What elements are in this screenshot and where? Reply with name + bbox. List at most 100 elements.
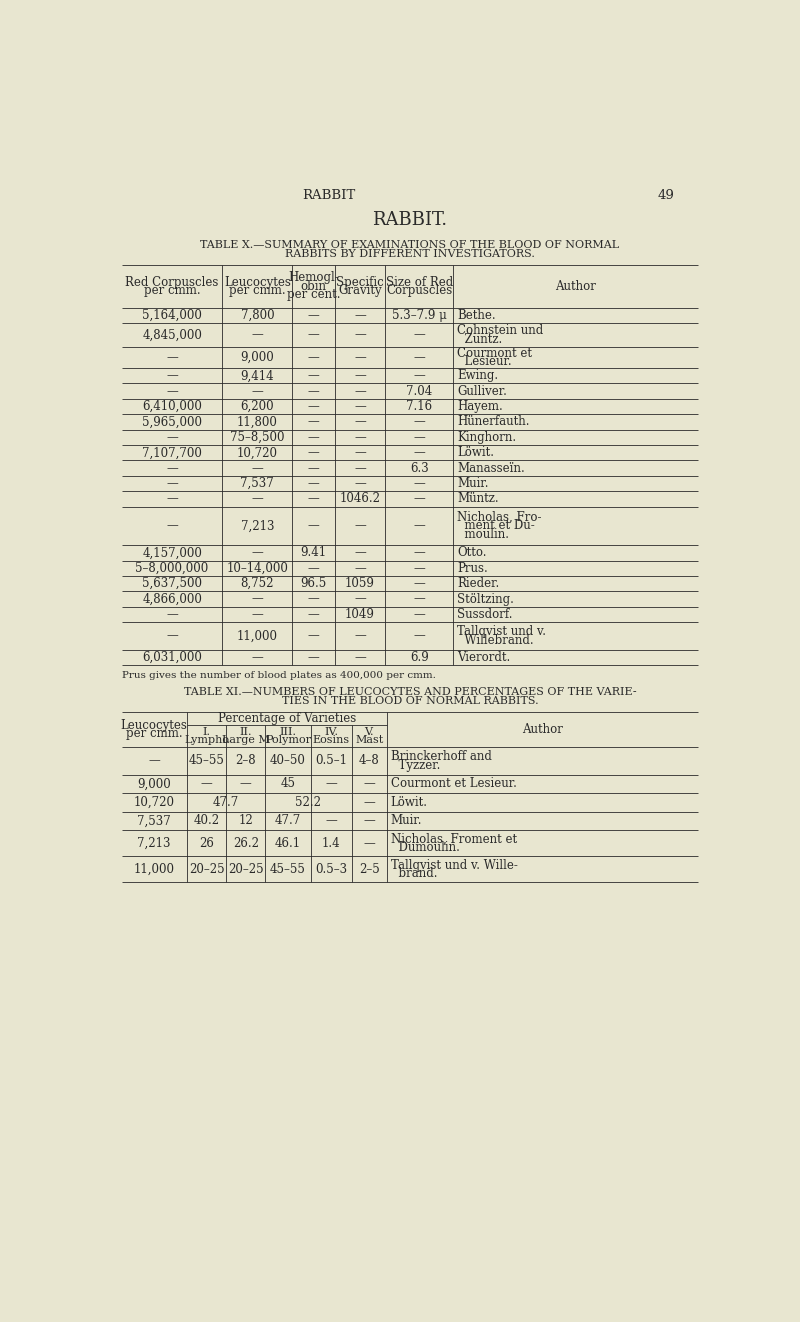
Text: 6,410,000: 6,410,000 xyxy=(142,401,202,412)
Text: 9,000: 9,000 xyxy=(241,350,274,364)
Text: Polymor: Polymor xyxy=(265,735,311,746)
Text: 1049: 1049 xyxy=(345,608,375,621)
Text: Stöltzing.: Stöltzing. xyxy=(458,592,514,605)
Text: 6,031,000: 6,031,000 xyxy=(142,652,202,664)
Text: —: — xyxy=(354,447,366,459)
Text: IV.: IV. xyxy=(324,727,338,736)
Text: Leucocytes: Leucocytes xyxy=(224,276,290,288)
Text: 26: 26 xyxy=(199,837,214,850)
Text: 11,000: 11,000 xyxy=(237,629,278,642)
Text: —: — xyxy=(414,546,425,559)
Text: Bethe.: Bethe. xyxy=(458,309,496,323)
Text: —: — xyxy=(308,629,319,642)
Text: —: — xyxy=(308,369,319,382)
Text: —: — xyxy=(414,562,425,575)
Text: —: — xyxy=(308,652,319,664)
Text: —: — xyxy=(354,477,366,490)
Text: 2–8: 2–8 xyxy=(235,755,256,767)
Text: —: — xyxy=(354,461,366,475)
Text: —: — xyxy=(308,415,319,428)
Text: —: — xyxy=(308,608,319,621)
Text: Muir.: Muir. xyxy=(390,814,422,828)
Text: 96.5: 96.5 xyxy=(300,578,326,590)
Text: 20–25: 20–25 xyxy=(228,863,263,876)
Text: 5.3–7.9 μ: 5.3–7.9 μ xyxy=(392,309,446,323)
Text: moulin.: moulin. xyxy=(458,527,510,541)
Text: 2–5: 2–5 xyxy=(359,863,380,876)
Text: 8,752: 8,752 xyxy=(241,578,274,590)
Text: —: — xyxy=(414,608,425,621)
Text: Sussdorf.: Sussdorf. xyxy=(458,608,513,621)
Text: 45: 45 xyxy=(281,777,295,791)
Text: —: — xyxy=(414,629,425,642)
Text: II.: II. xyxy=(239,727,252,736)
Text: —: — xyxy=(354,520,366,533)
Text: —: — xyxy=(354,415,366,428)
Text: —: — xyxy=(251,592,263,605)
Text: 11,000: 11,000 xyxy=(134,863,174,876)
Text: Gulliver.: Gulliver. xyxy=(458,385,507,398)
Text: —: — xyxy=(251,652,263,664)
Text: RABBITS BY DIFFERENT INVESTIGATORS.: RABBITS BY DIFFERENT INVESTIGATORS. xyxy=(285,249,535,259)
Text: RABBIT.: RABBIT. xyxy=(373,212,447,229)
Text: 6.9: 6.9 xyxy=(410,652,429,664)
Text: 10,720: 10,720 xyxy=(237,447,278,459)
Text: Tallqvist und v. Wille-: Tallqvist und v. Wille- xyxy=(390,858,518,871)
Text: 40–50: 40–50 xyxy=(270,755,306,767)
Text: —: — xyxy=(148,755,160,767)
Text: 7.04: 7.04 xyxy=(406,385,433,398)
Text: —: — xyxy=(354,401,366,412)
Text: I.: I. xyxy=(202,727,210,736)
Text: —: — xyxy=(166,350,178,364)
Text: Mast: Mast xyxy=(355,735,383,746)
Text: —: — xyxy=(308,447,319,459)
Text: 52.2: 52.2 xyxy=(295,796,322,809)
Text: RABBIT: RABBIT xyxy=(302,189,355,202)
Text: Hayem.: Hayem. xyxy=(458,401,503,412)
Text: Lesieur.: Lesieur. xyxy=(458,356,512,368)
Text: 47.7: 47.7 xyxy=(275,814,301,828)
Text: —: — xyxy=(326,777,338,791)
Text: 1046.2: 1046.2 xyxy=(339,493,381,505)
Text: —: — xyxy=(354,546,366,559)
Text: —: — xyxy=(414,493,425,505)
Text: Muir.: Muir. xyxy=(458,477,489,490)
Text: —: — xyxy=(354,385,366,398)
Text: 20–25: 20–25 xyxy=(189,863,224,876)
Text: 10–14,000: 10–14,000 xyxy=(226,562,288,575)
Text: —: — xyxy=(166,608,178,621)
Text: Kinghorn.: Kinghorn. xyxy=(458,431,517,444)
Text: III.: III. xyxy=(279,727,297,736)
Text: 7,537: 7,537 xyxy=(138,814,171,828)
Text: TIES IN THE BLOOD OF NORMAL RABBITS.: TIES IN THE BLOOD OF NORMAL RABBITS. xyxy=(282,697,538,706)
Text: Hünerfauth.: Hünerfauth. xyxy=(458,415,530,428)
Text: Author: Author xyxy=(522,723,563,736)
Text: Zuntz.: Zuntz. xyxy=(458,333,502,346)
Text: —: — xyxy=(363,814,375,828)
Text: —: — xyxy=(166,629,178,642)
Text: Eosins: Eosins xyxy=(313,735,350,746)
Text: —: — xyxy=(308,461,319,475)
Text: 11,800: 11,800 xyxy=(237,415,278,428)
Text: —: — xyxy=(308,328,319,341)
Text: 12: 12 xyxy=(238,814,253,828)
Text: —: — xyxy=(166,520,178,533)
Text: Large M: Large M xyxy=(222,735,270,746)
Text: Löwit.: Löwit. xyxy=(390,796,428,809)
Text: Cohnstein und: Cohnstein und xyxy=(458,324,543,337)
Text: Müntz.: Müntz. xyxy=(458,493,499,505)
Text: 7,107,700: 7,107,700 xyxy=(142,447,202,459)
Text: Willebrand.: Willebrand. xyxy=(458,633,534,646)
Text: 4–8: 4–8 xyxy=(359,755,380,767)
Text: TABLE XI.—NUMBERS OF LEUCOCYTES AND PERCENTAGES OF THE VARIE-: TABLE XI.—NUMBERS OF LEUCOCYTES AND PERC… xyxy=(184,687,636,697)
Text: 45–55: 45–55 xyxy=(270,863,306,876)
Text: Ewing.: Ewing. xyxy=(458,369,498,382)
Text: 5,637,500: 5,637,500 xyxy=(142,578,202,590)
Text: —: — xyxy=(166,431,178,444)
Text: —: — xyxy=(251,546,263,559)
Text: Percentage of Varieties: Percentage of Varieties xyxy=(218,713,356,726)
Text: 10,720: 10,720 xyxy=(134,796,174,809)
Text: —: — xyxy=(414,477,425,490)
Text: —: — xyxy=(308,493,319,505)
Text: —: — xyxy=(354,431,366,444)
